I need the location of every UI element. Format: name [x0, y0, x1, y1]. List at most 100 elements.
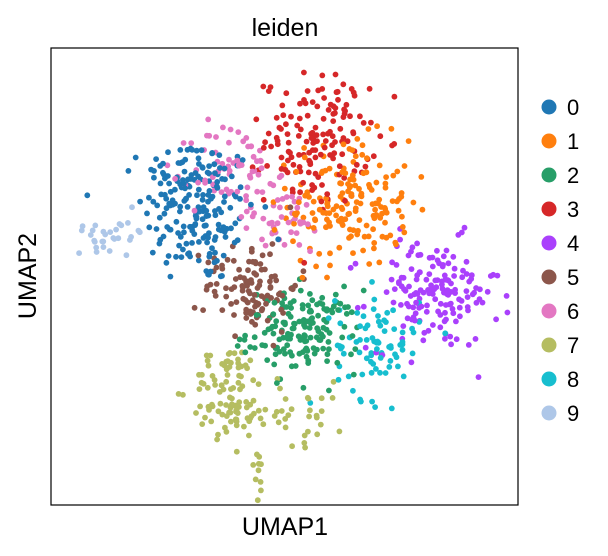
data-point-cluster-0: [214, 179, 221, 185]
data-point-cluster-6: [277, 204, 283, 211]
data-point-cluster-4: [426, 254, 433, 261]
data-point-cluster-1: [372, 206, 378, 213]
legend-marker-6: [541, 303, 557, 319]
data-point-cluster-2: [242, 332, 249, 339]
data-point-cluster-2: [306, 325, 313, 331]
data-point-cluster-2: [288, 305, 294, 311]
data-point-cluster-1: [291, 220, 297, 227]
data-point-cluster-7: [214, 436, 221, 443]
data-point-cluster-3: [343, 101, 350, 108]
data-point-cluster-0: [132, 154, 139, 161]
data-point-cluster-3: [312, 170, 319, 177]
data-point-cluster-2: [334, 359, 341, 366]
data-point-cluster-8: [368, 352, 375, 359]
data-point-cluster-7: [223, 358, 230, 365]
legend-label-4: 4: [567, 231, 579, 256]
data-point-cluster-4: [456, 296, 462, 303]
data-point-cluster-1: [310, 198, 317, 205]
data-point-cluster-2: [328, 307, 335, 314]
data-point-cluster-0: [163, 195, 170, 202]
legend-marker-9: [541, 405, 557, 421]
data-point-cluster-5: [280, 310, 286, 316]
data-point-cluster-2: [310, 319, 316, 326]
data-point-cluster-3: [306, 157, 312, 164]
data-point-cluster-2: [310, 345, 317, 351]
data-point-cluster-1: [382, 180, 389, 187]
data-point-cluster-0: [199, 164, 206, 171]
data-point-cluster-7: [246, 432, 252, 439]
data-point-cluster-3: [391, 141, 398, 147]
data-point-cluster-6: [205, 116, 212, 123]
data-point-cluster-4: [407, 293, 414, 299]
data-point-cluster-1: [359, 151, 366, 158]
data-point-cluster-0: [194, 192, 200, 199]
data-point-cluster-3: [276, 124, 283, 131]
data-point-cluster-8: [399, 329, 406, 336]
data-point-cluster-0: [184, 204, 191, 210]
data-point-cluster-4: [464, 304, 471, 310]
data-point-cluster-6: [304, 221, 311, 228]
data-point-cluster-7: [262, 406, 269, 413]
data-point-cluster-8: [388, 405, 395, 412]
data-point-cluster-2: [271, 361, 278, 368]
data-point-cluster-1: [383, 234, 390, 241]
data-point-cluster-0: [211, 259, 218, 266]
data-point-cluster-3: [288, 113, 294, 120]
data-point-cluster-3: [362, 163, 369, 170]
data-point-cluster-8: [410, 329, 417, 336]
data-point-cluster-1: [393, 241, 399, 248]
data-point-cluster-2: [352, 346, 359, 352]
data-point-cluster-2: [290, 325, 297, 332]
data-point-cluster-6: [227, 126, 234, 133]
data-point-cluster-3: [289, 186, 296, 193]
data-point-cluster-7: [227, 409, 234, 416]
data-point-cluster-8: [381, 317, 388, 324]
data-point-cluster-5: [228, 286, 235, 292]
data-point-cluster-3: [300, 179, 306, 186]
data-point-cluster-0: [166, 180, 173, 187]
data-point-cluster-2: [343, 310, 350, 317]
legend-label-6: 6: [567, 299, 579, 324]
data-point-cluster-5: [207, 281, 214, 288]
data-point-cluster-8: [377, 355, 384, 361]
data-point-cluster-1: [364, 155, 370, 162]
data-point-cluster-7: [314, 431, 321, 438]
data-point-cluster-0: [149, 249, 156, 256]
data-point-cluster-7: [220, 386, 227, 393]
data-point-cluster-9: [107, 229, 114, 236]
data-point-cluster-3: [312, 154, 319, 161]
data-point-cluster-7: [237, 386, 243, 393]
data-point-cluster-6: [250, 153, 257, 160]
data-point-cluster-6: [195, 179, 202, 186]
data-point-cluster-2: [300, 335, 306, 342]
data-point-cluster-8: [409, 350, 416, 357]
data-point-cluster-3: [309, 182, 315, 188]
data-point-cluster-5: [233, 299, 240, 305]
data-point-cluster-0: [228, 225, 234, 232]
data-point-cluster-0: [239, 157, 246, 163]
data-point-cluster-2: [280, 346, 287, 352]
data-point-cluster-7: [204, 384, 211, 391]
y-axis-label: UMAP2: [14, 233, 42, 319]
data-point-cluster-6: [243, 193, 250, 199]
data-point-cluster-3: [318, 198, 325, 205]
data-point-cluster-4: [504, 309, 511, 316]
data-point-cluster-7: [278, 408, 285, 414]
data-point-cluster-1: [299, 274, 306, 281]
data-point-cluster-6: [259, 189, 266, 196]
data-point-cluster-8: [332, 298, 338, 304]
data-point-cluster-7: [225, 351, 232, 357]
data-point-cluster-0: [163, 259, 170, 266]
data-point-cluster-8: [387, 358, 394, 364]
data-point-cluster-4: [473, 299, 480, 306]
data-point-cluster-4: [398, 302, 404, 308]
data-point-cluster-2: [324, 351, 331, 358]
data-point-cluster-7: [205, 362, 212, 369]
data-point-cluster-2: [261, 329, 268, 336]
data-point-cluster-1: [370, 226, 376, 233]
data-point-cluster-4: [493, 316, 499, 323]
data-point-cluster-8: [381, 328, 388, 334]
data-point-cluster-8: [388, 345, 394, 351]
data-point-cluster-4: [448, 341, 454, 348]
data-point-cluster-1: [419, 206, 426, 213]
